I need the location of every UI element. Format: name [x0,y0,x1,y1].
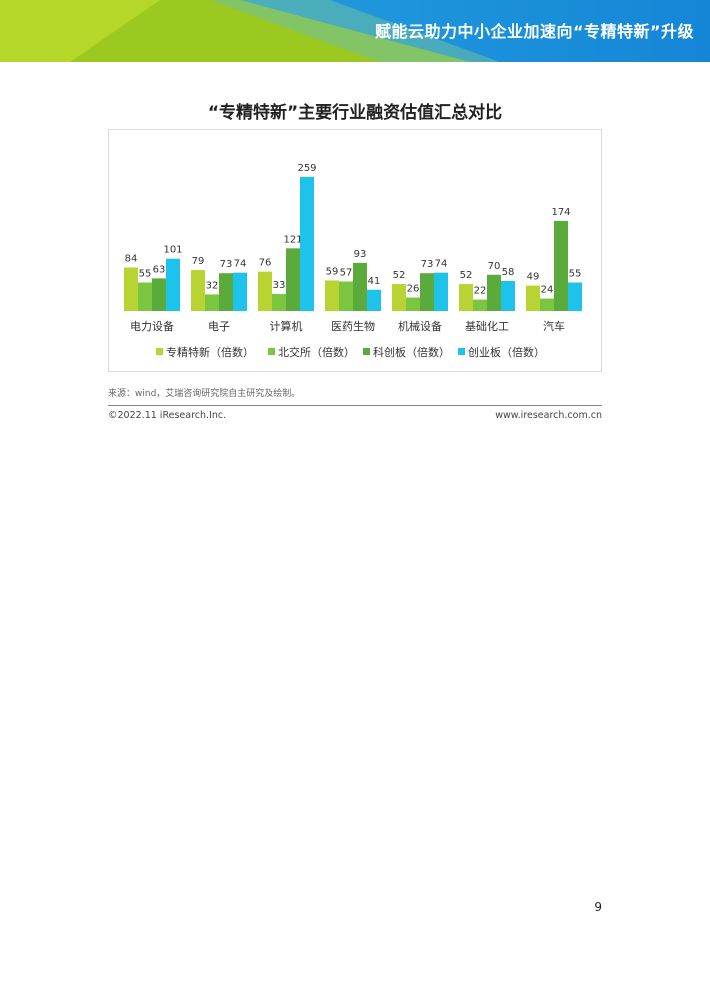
data-label: 79 [192,256,205,267]
bar [353,262,367,311]
data-label: 73 [421,259,434,270]
page-number: 9 [594,900,602,914]
bar [392,284,406,311]
bar [205,294,219,311]
source-note: 来源：wind，艾瑞咨询研究院自主研究及绘制。 [108,389,301,399]
x-tick-label: 计算机 [270,319,303,333]
bar [191,270,205,311]
header-banner [0,0,710,62]
data-label: 259 [297,163,316,174]
data-label: 33 [273,280,286,291]
data-label: 70 [488,261,501,272]
data-label: 55 [569,269,582,280]
bar [286,248,300,311]
legend-label: 创业板（倍数） [468,345,545,359]
bar [473,299,487,311]
website-link[interactable]: www.iresearch.com.cn [495,410,602,421]
data-label: 93 [354,249,367,260]
data-label: 59 [326,266,339,277]
data-label: 22 [474,286,487,297]
data-label: 55 [139,269,152,280]
data-label: 58 [502,267,515,278]
bar [420,273,434,311]
bar [138,282,152,311]
copyright-text: ©2022.11 iResearch.Inc. [108,410,227,421]
bar [487,274,501,311]
data-label: 49 [527,272,540,283]
chart-container: 84 55 63 101 电力设备 79 32 73 74 电子 76 33 121 259 计算机 59 57… [108,129,602,372]
legend-swatch [156,348,163,355]
bar [540,298,554,311]
bar [325,280,339,311]
legend-label: 科创板（倍数） [373,345,450,359]
data-label: 24 [541,285,554,296]
data-label: 84 [125,254,138,265]
data-label: 73 [220,259,233,270]
bar [406,297,420,311]
bar [459,284,473,311]
legend-label: 专精特新（倍数） [166,345,254,359]
legend-label: 北交所（倍数） [278,345,355,359]
bar [554,220,568,311]
bar [258,271,272,311]
bar [166,258,180,311]
header-title: 赋能云助力中小企业加速向“专精特新”升级 [374,22,694,41]
data-label: 41 [368,276,381,287]
x-tick-label: 基础化工 [465,319,509,333]
data-label: 76 [259,258,272,269]
bar [568,282,582,311]
data-label: 101 [163,245,182,256]
data-label: 57 [340,267,353,278]
footer-divider [108,405,602,406]
bar [434,272,448,311]
x-tick-label: 电力设备 [130,319,174,333]
bar [367,289,381,311]
data-label: 52 [460,270,473,281]
bar [272,293,286,311]
legend-swatch [458,348,465,355]
data-label: 26 [407,284,420,295]
data-label: 52 [393,270,406,281]
bar [300,176,314,311]
chart-title: “专精特新”主要行业融资估值汇总对比 [207,103,503,123]
x-tick-label: 机械设备 [398,319,442,333]
data-label: 74 [435,259,448,270]
bar [152,278,166,311]
bar [219,273,233,311]
bar [339,281,353,311]
data-label: 63 [153,264,166,275]
x-tick-label: 医药生物 [331,319,375,333]
bar [233,272,247,311]
x-tick-label: 汽车 [543,319,565,333]
bar [124,267,138,311]
bar [526,285,540,311]
data-label: 174 [551,207,570,218]
x-tick-label: 电子 [208,320,230,333]
bar [501,280,515,311]
legend-swatch [268,348,275,355]
data-label: 32 [206,280,219,291]
data-label: 121 [283,234,302,245]
legend-swatch [363,348,370,355]
data-label: 74 [234,259,247,270]
